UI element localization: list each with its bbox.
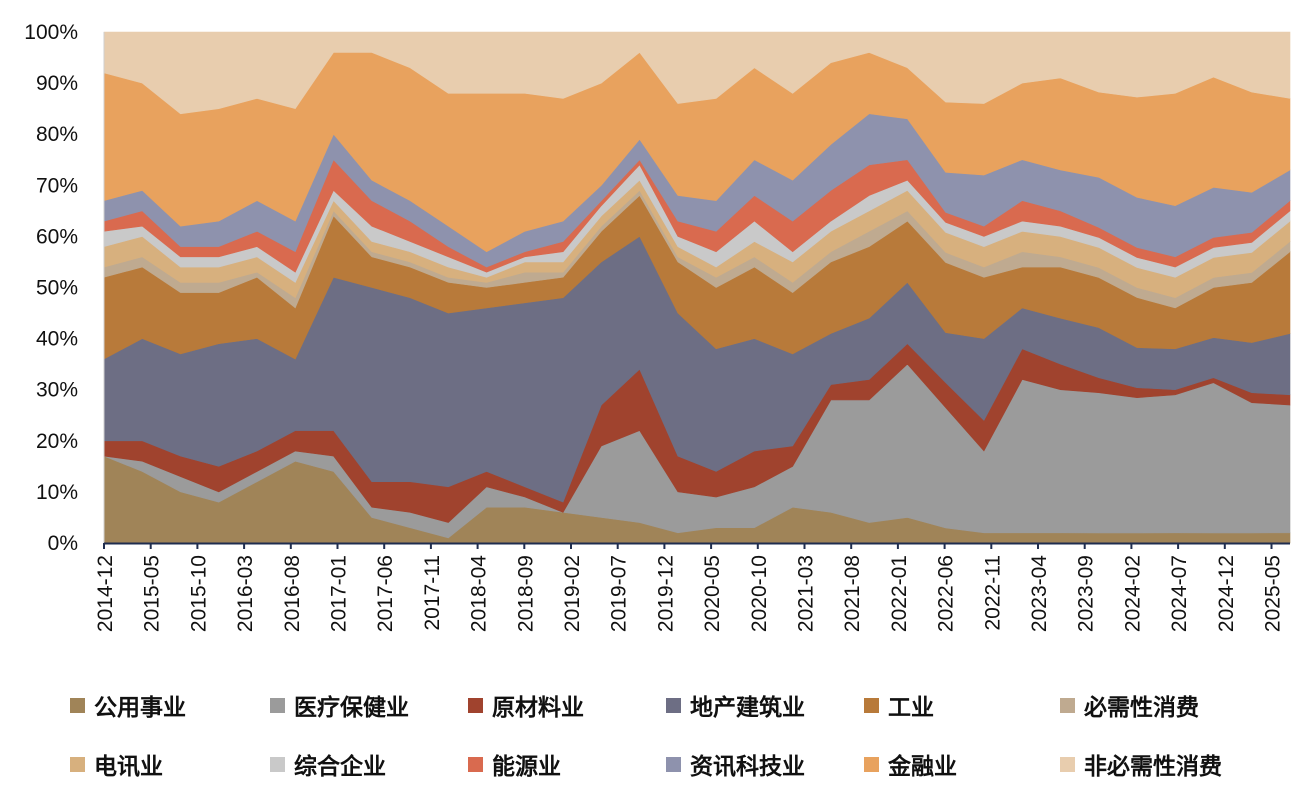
- legend-swatch: [270, 697, 285, 713]
- y-tick-label: 30%: [36, 379, 78, 402]
- legend-swatch: [1060, 697, 1075, 713]
- legend-item: 医疗保健业: [270, 688, 409, 722]
- legend-item: 原材料业: [468, 688, 584, 722]
- x-tick-label: 2021-08: [841, 555, 864, 632]
- x-tick-label: 2019-12: [654, 555, 677, 632]
- legend-item: 综合企业: [270, 747, 386, 781]
- legend-label: 医疗保健业: [294, 695, 409, 721]
- x-tick-label: 2016-03: [234, 555, 257, 632]
- legend-label: 非必需性消费: [1084, 754, 1222, 780]
- legend-swatch: [1060, 756, 1075, 772]
- x-tick-label: 2015-10: [187, 555, 210, 632]
- legend-item: 非必需性消费: [1060, 747, 1222, 781]
- legend-swatch: [468, 756, 483, 772]
- y-tick-label: 100%: [24, 21, 78, 44]
- legend-item: 必需性消费: [1060, 688, 1199, 722]
- y-tick-label: 0%: [48, 532, 78, 555]
- legend-swatch: [70, 756, 85, 772]
- x-tick-label: 2020-10: [748, 555, 771, 632]
- legend-swatch: [864, 756, 879, 772]
- legend-item: 资讯科技业: [666, 747, 805, 781]
- y-tick-label: 60%: [36, 225, 78, 248]
- y-tick-label: 50%: [36, 277, 78, 300]
- legend-item: 公用事业: [70, 688, 186, 722]
- y-tick-label: 20%: [36, 430, 78, 453]
- y-tick-label: 70%: [36, 174, 78, 197]
- legend-label: 必需性消费: [1084, 695, 1199, 721]
- legend-label: 工业: [888, 695, 934, 721]
- legend-swatch: [666, 697, 681, 713]
- x-tick-label: 2024-02: [1121, 555, 1144, 632]
- y-tick-label: 10%: [36, 481, 78, 504]
- legend-label: 公用事业: [94, 695, 186, 721]
- y-tick-label: 80%: [36, 123, 78, 146]
- x-tick-label: 2019-02: [561, 555, 584, 632]
- x-tick-label: 2023-04: [1028, 555, 1051, 632]
- x-tick-label: 2024-07: [1168, 555, 1191, 632]
- x-tick-label: 2025-05: [1262, 555, 1285, 632]
- x-tick-label: 2018-09: [514, 555, 537, 632]
- x-tick-label: 2015-05: [141, 555, 164, 632]
- x-tick-label: 2014-12: [94, 555, 117, 632]
- legend-label: 原材料业: [492, 695, 584, 721]
- x-tick-label: 2018-04: [468, 555, 491, 632]
- legend-item: 工业: [864, 688, 934, 722]
- plot-areas: [103, 31, 1291, 544]
- x-tick-label: 2020-05: [701, 555, 724, 632]
- legend-label: 能源业: [492, 754, 561, 780]
- legend-swatch: [666, 756, 681, 772]
- x-tick-label: 2019-07: [608, 555, 631, 632]
- legend-item: 电讯业: [70, 747, 163, 781]
- legend-label: 综合企业: [294, 754, 386, 780]
- legend-item: 能源业: [468, 747, 561, 781]
- legend-swatch: [70, 697, 85, 713]
- legend-item: 金融业: [864, 747, 957, 781]
- x-tick-label: 2017-01: [328, 555, 351, 632]
- x-tick-label: 2024-12: [1215, 555, 1238, 632]
- y-tick-label: 90%: [36, 72, 78, 95]
- y-tick-label: 40%: [36, 328, 78, 351]
- x-tick-label: 2017-06: [374, 555, 397, 632]
- x-tick-label: 2023-09: [1075, 555, 1098, 632]
- axes: 0% 10% 20% 30% 40% 50% 60% 70% 80% 90% 100% 2014-12…: [24, 21, 1290, 632]
- legend-label: 资讯科技业: [690, 754, 805, 780]
- legend-swatch: [270, 756, 285, 772]
- legend-swatch: [864, 697, 879, 713]
- legend-label: 电讯业: [94, 754, 163, 780]
- legend-item: 地产建筑业: [666, 688, 805, 722]
- legend-label: 地产建筑业: [690, 695, 805, 721]
- x-tick-label: 2022-06: [935, 555, 958, 632]
- x-tick-label: 2022-01: [888, 555, 911, 632]
- legend: 公用事业 医疗保健业 原材料业 地产建筑业 工业 必需性消费电讯业 综合企业 能源业 资讯科技业…: [70, 688, 1270, 788]
- x-tick-label: 2021-03: [795, 555, 818, 632]
- x-tick-label: 2022-11: [981, 555, 1004, 631]
- legend-label: 金融业: [888, 754, 957, 780]
- area-series-12: [103, 31, 1291, 115]
- legend-swatch: [468, 697, 483, 713]
- stacked-area-chart: 0% 10% 20% 30% 40% 50% 60% 70% 80% 90% 100% 2014-12…: [24, 21, 1291, 632]
- x-tick-label: 2017-11: [421, 555, 444, 631]
- x-tick-label: 2016-08: [281, 555, 304, 632]
